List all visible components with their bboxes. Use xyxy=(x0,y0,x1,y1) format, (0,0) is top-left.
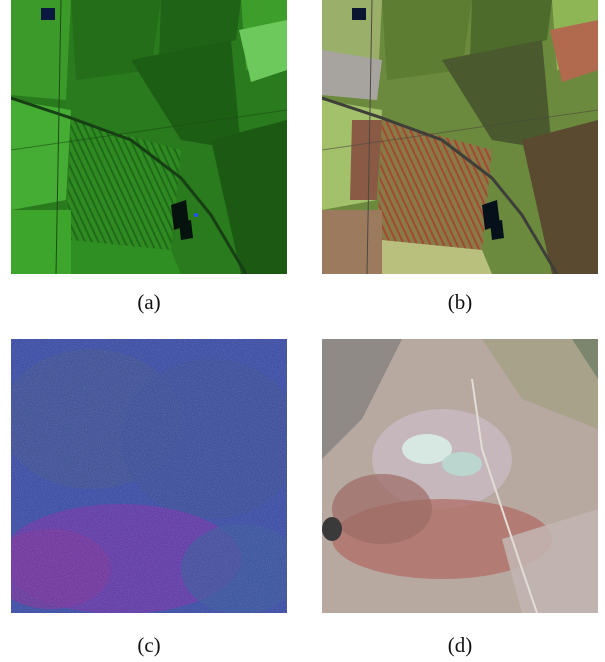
satellite-image-d-graphic xyxy=(322,339,598,613)
satellite-image-c xyxy=(11,339,287,613)
satellite-image-b xyxy=(322,0,598,274)
satellite-image-a xyxy=(11,0,287,274)
caption-d: (d) xyxy=(447,633,473,657)
satellite-image-c-graphic xyxy=(11,339,287,613)
caption-b: (b) xyxy=(447,290,473,314)
satellite-image-d xyxy=(322,339,598,613)
satellite-image-b-graphic xyxy=(322,0,598,274)
satellite-image-a-graphic xyxy=(11,0,287,274)
caption-a: (a) xyxy=(137,290,161,314)
caption-c: (c) xyxy=(137,633,161,657)
